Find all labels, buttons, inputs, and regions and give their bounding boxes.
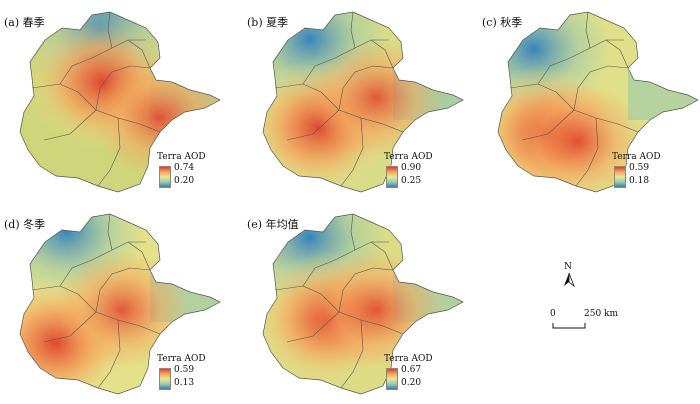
scale-bar-start: 0: [550, 309, 556, 319]
province-boundary: [107, 213, 113, 251]
legend-title: Terra AOD: [384, 152, 433, 162]
region-outline: [19, 11, 221, 193]
panel-label: (b) 夏季: [247, 16, 289, 29]
legend-title: Terra AOD: [157, 152, 206, 162]
north-arrow: N: [561, 262, 577, 288]
province-boundary: [107, 11, 113, 49]
legend-colorbar: [386, 368, 398, 390]
province-boundary: [350, 213, 356, 251]
province-boundary: [97, 319, 121, 389]
province-boundary: [605, 39, 629, 69]
aod-map-annual: [262, 213, 464, 395]
legend-max-value: 0.59: [629, 163, 650, 173]
map-panel-autumn: (c) 秋季 Terra AOD 0.59 0.18: [478, 0, 700, 196]
aod-map-autumn: [497, 11, 699, 193]
region-outline: [262, 213, 464, 395]
province-boundary: [340, 319, 364, 389]
province-boundary: [286, 311, 340, 343]
province-boundary: [340, 117, 364, 187]
legend-colorbar: [386, 166, 398, 188]
legend-max-value: 0.59: [174, 365, 195, 375]
province-boundary: [95, 267, 151, 313]
province-boundary: [43, 311, 97, 343]
legend-title: Terra AOD: [157, 354, 206, 364]
region-outline: [497, 11, 699, 193]
province-boundary: [537, 39, 624, 85]
legend-min-value: 0.13: [174, 378, 195, 388]
legend-colorbar: [159, 368, 171, 390]
panel-label: (e) 年均值: [247, 218, 299, 231]
north-arrow-icon: [564, 272, 575, 288]
legend-title: Terra AOD: [612, 152, 661, 162]
map-panel-annual: (e) 年均值 Terra AOD 0.67 0.20: [243, 202, 465, 398]
province-boundary: [302, 241, 389, 287]
province-boundary: [573, 65, 629, 111]
legend-min-value: 0.18: [629, 176, 650, 186]
province-boundary: [575, 117, 599, 187]
region-outline: [262, 11, 464, 193]
map-panel-winter: (d) 冬季 Terra AOD 0.59 0.13: [0, 202, 222, 398]
province-boundary: [97, 117, 121, 187]
province-boundary: [370, 241, 394, 271]
region-outline: [19, 213, 221, 395]
scale-bar-line: [552, 323, 586, 329]
map-panel-summer: (b) 夏季 Terra AOD 0.90 0.25: [243, 0, 465, 196]
aod-map-summer: [262, 11, 464, 193]
legend-min-value: 0.20: [401, 378, 422, 388]
panel-label: (a) 春季: [4, 16, 45, 29]
legend-min-value: 0.25: [401, 176, 422, 186]
province-boundary: [585, 11, 591, 49]
aod-map-winter: [19, 213, 221, 395]
legend-max-value: 0.90: [401, 163, 422, 173]
legend-min-value: 0.20: [174, 176, 195, 186]
province-boundary: [127, 39, 151, 69]
province-boundary: [43, 109, 97, 141]
north-label: N: [564, 262, 572, 272]
province-boundary: [302, 39, 389, 85]
province-boundary: [95, 65, 151, 111]
province-boundary: [350, 11, 356, 49]
legend-max-value: 0.74: [174, 163, 195, 173]
scale-bar-end: 250 km: [584, 309, 619, 319]
legend-title: Terra AOD: [384, 354, 433, 364]
legend-max-value: 0.67: [401, 365, 422, 375]
province-boundary: [127, 241, 151, 271]
legend-colorbar: [159, 166, 171, 188]
province-boundary: [370, 39, 394, 69]
province-boundary: [338, 267, 394, 313]
province-boundary: [59, 39, 146, 85]
scale-bar: 0 250 km: [550, 309, 670, 339]
province-boundary: [59, 241, 146, 287]
panel-label: (d) 冬季: [4, 218, 46, 231]
legend-colorbar: [614, 166, 626, 188]
aod-map-spring: [19, 11, 221, 193]
map-panel-spring: (a) 春季 Terra AOD 0.74 0.20: [0, 0, 222, 196]
province-boundary: [521, 109, 575, 141]
province-boundary: [338, 65, 394, 111]
panel-label: (c) 秋季: [482, 16, 523, 29]
province-boundary: [286, 109, 340, 141]
